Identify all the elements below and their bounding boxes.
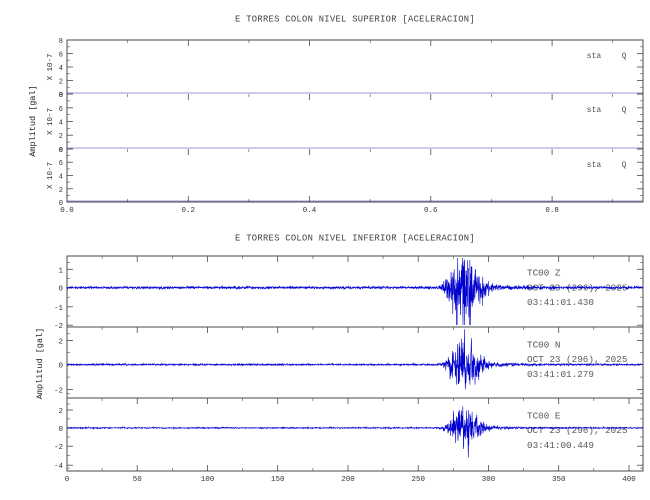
svg-text:1: 1: [58, 267, 63, 275]
svg-text:-4: -4: [54, 463, 64, 471]
svg-text:0.2: 0.2: [182, 207, 196, 215]
svg-text:2: 2: [58, 408, 63, 416]
svg-text:03:41:01.430: 03:41:01.430: [527, 297, 594, 308]
svg-text:Q: Q: [622, 106, 627, 115]
svg-text:6: 6: [59, 106, 63, 114]
svg-text:E TORRES COLON NIVEL INFERIOR: E TORRES COLON NIVEL INFERIOR [ACELERACI…: [235, 234, 475, 244]
svg-text:8: 8: [59, 38, 63, 46]
svg-text:0: 0: [58, 426, 63, 434]
svg-text:X 10-7: X 10-7: [47, 108, 55, 135]
svg-text:200: 200: [341, 476, 355, 484]
svg-text:-2: -2: [54, 323, 63, 331]
svg-text:-1: -1: [54, 305, 64, 313]
svg-text:TC00 E: TC00 E: [527, 410, 561, 421]
svg-text:TC00 N: TC00 N: [527, 339, 560, 350]
svg-text:6: 6: [59, 160, 63, 168]
svg-text:0: 0: [58, 363, 63, 371]
svg-text:2: 2: [59, 187, 63, 195]
svg-text:X 10-7: X 10-7: [47, 162, 55, 189]
svg-text:2: 2: [58, 339, 63, 347]
svg-text:sta: sta: [587, 106, 602, 115]
svg-text:100: 100: [201, 476, 215, 484]
svg-text:OCT 23 (296), 2025: OCT 23 (296), 2025: [527, 425, 627, 436]
svg-text:8: 8: [59, 147, 63, 155]
svg-text:0: 0: [65, 476, 70, 484]
svg-text:0.8: 0.8: [545, 207, 559, 215]
svg-text:6: 6: [59, 52, 63, 60]
svg-text:50: 50: [133, 476, 143, 484]
svg-text:0.6: 0.6: [424, 207, 438, 215]
svg-text:sta: sta: [587, 52, 602, 61]
svg-text:-2: -2: [54, 444, 63, 452]
svg-text:Q: Q: [622, 52, 627, 61]
svg-text:OCT 23 (296), 2025: OCT 23 (296), 2025: [527, 354, 627, 365]
svg-text:350: 350: [552, 476, 566, 484]
svg-text:4: 4: [59, 174, 63, 182]
svg-text:150: 150: [271, 476, 285, 484]
svg-text:400: 400: [622, 476, 636, 484]
svg-text:250: 250: [411, 476, 425, 484]
svg-text:0.0: 0.0: [60, 207, 74, 215]
svg-text:sta: sta: [587, 161, 602, 170]
svg-text:4: 4: [59, 120, 63, 128]
svg-text:TC00 Z: TC00 Z: [527, 268, 561, 279]
svg-text:8: 8: [59, 92, 63, 100]
svg-text:300: 300: [482, 476, 496, 484]
svg-text:03:41:01.279: 03:41:01.279: [527, 369, 594, 380]
svg-text:4: 4: [59, 65, 63, 73]
svg-text:2: 2: [59, 79, 63, 87]
svg-text:X 10-7: X 10-7: [47, 53, 55, 80]
svg-text:Amplitud [gal]: Amplitud [gal]: [35, 328, 45, 399]
svg-text:0: 0: [58, 286, 63, 294]
svg-text:-2: -2: [54, 388, 63, 396]
svg-text:2: 2: [59, 133, 63, 141]
svg-text:03:41:00.449: 03:41:00.449: [527, 440, 594, 451]
svg-text:Q: Q: [622, 161, 627, 170]
svg-text:Amplitud [gal]: Amplitud [gal]: [28, 85, 38, 156]
svg-text:0.4: 0.4: [303, 207, 317, 215]
svg-text:E TORRES COLON NIVEL SUPERIOR: E TORRES COLON NIVEL SUPERIOR [ACELERACI…: [235, 15, 475, 25]
